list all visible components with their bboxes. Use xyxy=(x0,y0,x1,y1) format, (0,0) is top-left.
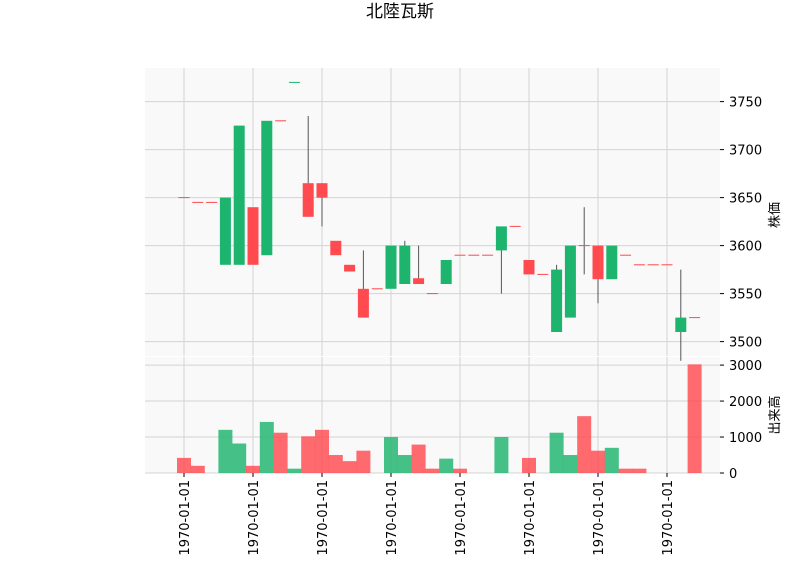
candle-body xyxy=(399,245,411,284)
volume-bar xyxy=(618,468,633,473)
volume-bar xyxy=(411,444,426,473)
volume-bar xyxy=(287,468,302,473)
volume-tick-label: 2000 xyxy=(729,395,762,410)
price-candles xyxy=(178,81,701,361)
volume-tick-label: 0 xyxy=(729,467,737,482)
candle-body xyxy=(385,245,397,289)
candle-body xyxy=(592,245,604,280)
volume-bar xyxy=(246,465,260,473)
candle-body xyxy=(247,207,259,265)
x-tick-label: 1970-01-01 xyxy=(661,480,676,556)
volume-bar xyxy=(384,437,398,473)
volume-bar xyxy=(425,468,440,473)
price-tick-label: 3550 xyxy=(729,288,762,303)
volume-bar xyxy=(301,436,316,473)
x-tick-label: 1970-01-01 xyxy=(316,480,331,556)
volume-tick-label: 1000 xyxy=(729,431,762,446)
x-tick-label: 1970-01-01 xyxy=(454,480,469,556)
volume-bar xyxy=(342,461,357,473)
volume-bar xyxy=(356,450,371,473)
volume-bar xyxy=(439,458,454,473)
volume-bar xyxy=(315,429,329,473)
candle-body xyxy=(344,264,356,272)
volume-bar xyxy=(632,468,647,473)
price-tick-label: 3500 xyxy=(729,336,762,351)
volume-bar xyxy=(232,443,247,473)
x-tick-labels: 1970-01-01 1970-01-01 1970-01-01 1970-01-01… xyxy=(178,473,676,556)
price-tick-label: 3700 xyxy=(729,144,762,159)
x-tick-label: 1970-01-01 xyxy=(592,480,607,556)
volume-bar xyxy=(687,364,702,473)
volume-bar xyxy=(328,455,343,473)
chart-title: 北陸瓦斯 xyxy=(366,2,434,22)
volume-bar xyxy=(218,429,233,473)
price-tick-label: 3750 xyxy=(729,96,762,111)
volume-bar xyxy=(273,432,288,473)
volume-bar xyxy=(604,447,619,473)
candle-body xyxy=(606,245,618,280)
candle-body xyxy=(523,260,535,275)
price-tick-label: 3650 xyxy=(729,192,762,207)
x-tick-label: 1970-01-01 xyxy=(178,480,193,556)
price-axis-label: 株価 xyxy=(768,202,783,228)
x-tick-label: 1970-01-01 xyxy=(523,480,538,556)
candle-body xyxy=(675,317,687,332)
volume-bar xyxy=(522,457,536,473)
volume-bars xyxy=(177,364,702,473)
price-panel xyxy=(145,68,720,356)
y-tick-labels: 3500 3550 3600 3650 3700 3750 0 1000 2000 3000 xyxy=(720,96,762,482)
volume-bar xyxy=(177,457,191,473)
candle-body xyxy=(440,260,452,284)
candle-body xyxy=(316,183,328,198)
volume-bar xyxy=(190,465,205,473)
volume-bar xyxy=(563,455,578,473)
price-tick-label: 3600 xyxy=(729,240,762,255)
candle-body xyxy=(357,288,369,318)
volume-bar xyxy=(591,450,605,473)
candle-body xyxy=(219,197,231,265)
candle-body xyxy=(261,120,273,256)
candle-body xyxy=(330,240,342,256)
candle-body xyxy=(564,245,576,318)
candle-body xyxy=(302,183,314,217)
volume-bar xyxy=(549,432,564,473)
volume-axis-label: 出来高 xyxy=(767,395,783,434)
candle-body xyxy=(233,125,245,265)
volume-bar xyxy=(259,421,274,473)
volume-bar xyxy=(453,468,467,473)
volume-tick-label: 3000 xyxy=(729,359,762,374)
volume-bar xyxy=(397,455,412,473)
x-tick-label: 1970-01-01 xyxy=(247,480,262,556)
x-tick-label: 1970-01-01 xyxy=(385,480,400,556)
candle-body xyxy=(551,269,563,332)
volume-bar xyxy=(577,416,592,473)
candle-body xyxy=(495,226,507,251)
volume-bar xyxy=(494,437,509,473)
candle-body xyxy=(413,278,425,284)
